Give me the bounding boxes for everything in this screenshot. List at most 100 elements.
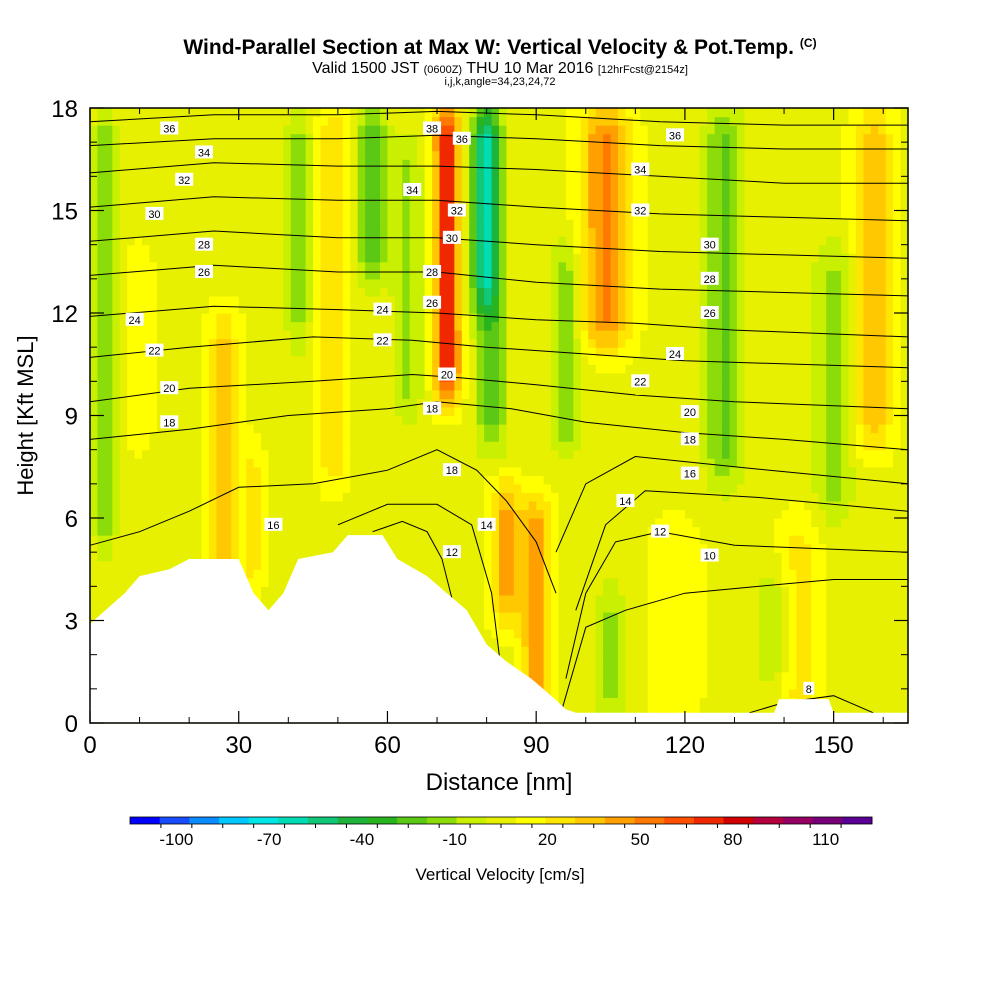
velocity-cell [461, 193, 470, 203]
velocity-cell [142, 500, 151, 511]
velocity-cell [208, 500, 218, 511]
velocity-cell [104, 236, 113, 246]
velocity-cell [439, 415, 448, 425]
velocity-cell [164, 295, 173, 306]
velocity-cell [119, 295, 128, 306]
velocity-cell [149, 560, 158, 570]
velocity-cell [231, 449, 240, 459]
velocity-cell [298, 321, 307, 331]
velocity-cell [231, 184, 240, 195]
velocity-cell [536, 210, 545, 220]
velocity-cell [149, 176, 158, 186]
velocity-cell [595, 295, 604, 306]
velocity-cell [238, 432, 247, 442]
velocity-cell [164, 364, 173, 374]
velocity-cell [127, 500, 136, 511]
velocity-cell [223, 526, 232, 536]
velocity-cell [112, 150, 121, 160]
velocity-cell [499, 458, 508, 468]
velocity-cell [402, 483, 411, 493]
velocity-cell [558, 637, 567, 647]
velocity-cell [432, 227, 441, 237]
velocity-cell [543, 543, 552, 553]
velocity-cell [499, 560, 508, 570]
velocity-cell [551, 201, 560, 212]
velocity-cell [216, 184, 225, 195]
velocity-cell [417, 441, 426, 451]
velocity-cell [469, 492, 478, 502]
velocity-cell [253, 355, 262, 365]
velocity-cell [134, 466, 143, 476]
velocity-cell [543, 535, 552, 545]
velocity-cell [513, 620, 522, 630]
velocity-cell [208, 116, 218, 126]
velocity-cell [491, 338, 500, 348]
velocity-cell [90, 338, 99, 348]
velocity-cell [134, 569, 143, 579]
velocity-cell [320, 500, 329, 511]
velocity-cell [603, 586, 612, 596]
velocity-cell [394, 244, 403, 254]
velocity-cell [484, 219, 493, 229]
velocity-cell [171, 116, 180, 126]
velocity-cell [134, 432, 143, 442]
velocity-cell [186, 167, 195, 177]
velocity-cell [499, 543, 508, 553]
velocity-cell [231, 210, 240, 220]
velocity-cell [551, 244, 560, 254]
velocity-cell [149, 543, 158, 553]
velocity-cell [253, 253, 262, 263]
velocity-cell [588, 295, 597, 306]
velocity-cell [208, 253, 218, 263]
velocity-cell [588, 492, 597, 502]
velocity-cell [365, 321, 374, 331]
velocity-cell [313, 116, 322, 126]
velocity-cell [558, 518, 567, 528]
velocity-cell [208, 184, 218, 195]
velocity-cell [417, 372, 426, 382]
velocity-cell [156, 475, 165, 485]
velocity-cell [551, 637, 560, 647]
velocity-cell [283, 313, 292, 323]
velocity-cell [432, 321, 441, 331]
velocity-cell [551, 398, 560, 408]
velocity-cell [186, 398, 195, 408]
velocity-cell [417, 278, 426, 288]
velocity-cell [595, 406, 604, 417]
velocity-cell [595, 364, 604, 374]
velocity-cell [283, 108, 292, 118]
velocity-cell [513, 295, 522, 306]
velocity-cell [387, 125, 396, 135]
velocity-cell [134, 287, 143, 297]
velocity-cell [484, 321, 493, 331]
velocity-cell [268, 338, 277, 348]
velocity-cell [454, 142, 463, 152]
velocity-cell [387, 219, 396, 229]
velocity-cell [506, 611, 515, 622]
velocity-cell [223, 364, 232, 374]
velocity-cell [253, 432, 262, 442]
velocity-cell [536, 629, 545, 639]
velocity-cell [149, 449, 158, 459]
velocity-cell [365, 304, 374, 314]
velocity-cell [573, 646, 582, 656]
velocity-cell [484, 261, 493, 271]
velocity-cell [409, 441, 418, 451]
velocity-cell [261, 441, 270, 451]
velocity-cell [357, 304, 366, 314]
velocity-cell [491, 535, 500, 545]
velocity-cell [424, 133, 433, 143]
velocity-cell [238, 398, 247, 408]
velocity-cell [588, 518, 597, 528]
velocity-cell [149, 424, 158, 434]
velocity-cell [446, 518, 455, 528]
velocity-cell [164, 347, 173, 357]
velocity-cell [543, 167, 552, 177]
velocity-cell [253, 347, 262, 357]
velocity-cell [558, 167, 567, 177]
velocity-cell [335, 381, 344, 391]
velocity-cell [134, 458, 143, 468]
velocity-cell [119, 432, 128, 442]
velocity-cell [164, 253, 173, 263]
velocity-cell [104, 210, 113, 220]
